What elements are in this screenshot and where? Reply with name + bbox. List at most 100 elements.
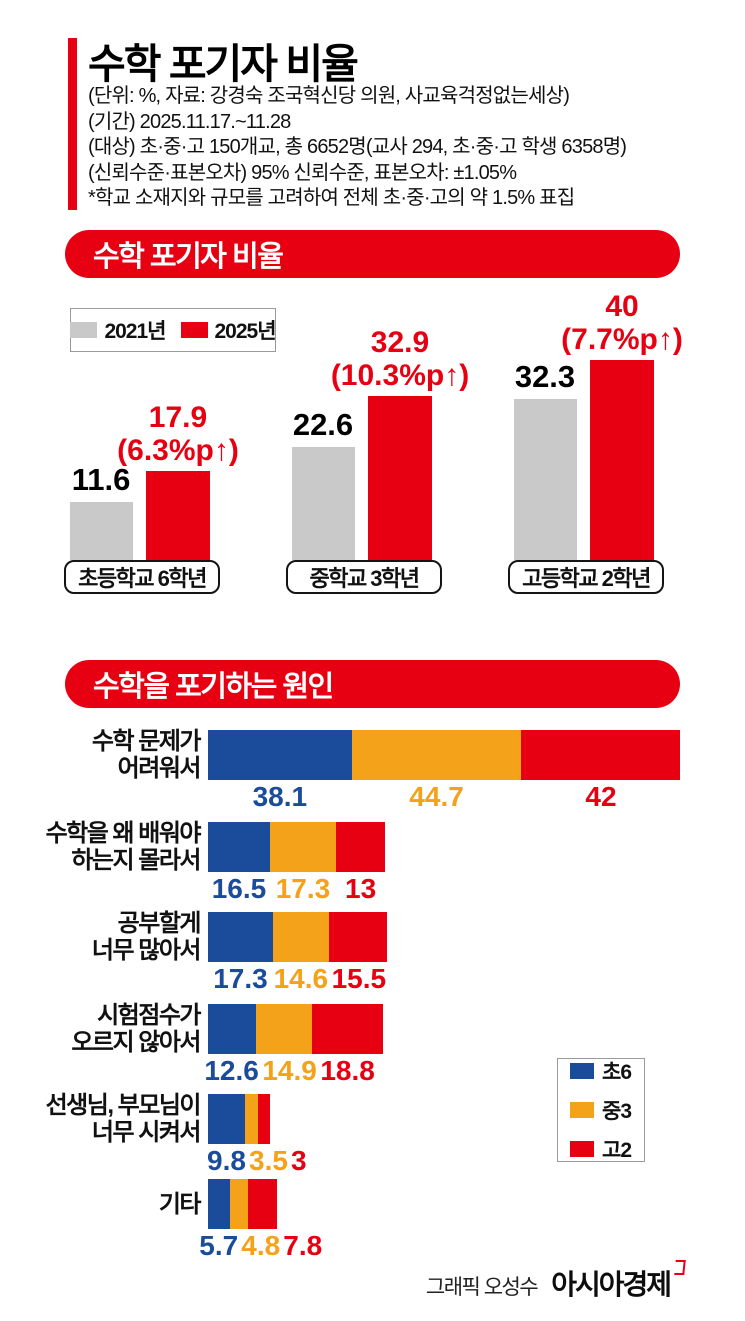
- bar-segment-go2: [247, 1179, 278, 1229]
- legend-item-2021: 2021년: [70, 315, 167, 345]
- segment-value-cho6: 17.3: [213, 963, 268, 994]
- legend-label-cho6: 초6: [602, 1061, 632, 1084]
- meta-line-confidence: (신뢰수준·표본오차) 95% 신뢰수준, 표본오차: ±1.05%: [88, 161, 517, 184]
- segment-value-cho6: 12.6: [204, 1055, 259, 1086]
- legend-swatch-cho6-icon: [570, 1063, 594, 1079]
- cause-label: 수학을 왜 배워야 하는지 몰라서: [45, 820, 202, 874]
- bar-2021: [514, 398, 577, 560]
- stacked-bar: [208, 1004, 384, 1054]
- bar-group-high: 32.3 40 (7.7%p↑) 고등학교 2학년: [508, 280, 683, 594]
- segment-value-go2: 42: [585, 781, 617, 812]
- cause-row-difficult: 수학 문제가 어려워서 38.1 44.7 42: [0, 728, 745, 814]
- legend-item-jung3: 중3: [570, 1095, 644, 1125]
- category-label: 초등학교 6학년: [64, 560, 220, 594]
- bar-value-2021: 32.3: [514, 358, 576, 394]
- stacked-bar: [208, 1179, 278, 1229]
- segment-value-jung3: 3.5: [249, 1145, 288, 1176]
- bar-segment-jung3: [245, 1094, 259, 1144]
- meta-line-subjects: (대상) 초·중·고 150개교, 총 6652명(교사 294, 초·중·고 …: [88, 136, 627, 158]
- bar-value-2025: 32.9 (10.3%p↑): [331, 326, 469, 392]
- legend-label-go2: 고2: [602, 1139, 632, 1162]
- page-title: 수학 포기자 비율: [88, 41, 359, 87]
- cause-label: 공부할게 너무 많아서: [91, 910, 202, 964]
- segment-value-jung3: 44.7: [409, 781, 464, 812]
- bar-segment-go2: [335, 822, 386, 872]
- bar-value-2025: 40 (7.7%p↑): [561, 290, 683, 356]
- bar-segment-cho6: [208, 730, 353, 780]
- bar-segment-cho6: [208, 1094, 246, 1144]
- segment-values: 9.8 3.5 3: [207, 1145, 728, 1177]
- value-2025: 17.9: [148, 400, 208, 434]
- stacked-bar: [208, 822, 386, 872]
- cause-label: 기타: [158, 1190, 202, 1218]
- category-label: 중학교 3학년: [286, 560, 442, 594]
- cause-label: 시험점수가 오르지 않아서: [71, 1002, 201, 1056]
- segment-value-cho6: 38.1: [252, 781, 308, 812]
- bar-segment-jung3: [273, 912, 329, 962]
- cause-row-etc: 기타 5.7 4.8 7.8: [0, 1179, 745, 1263]
- bar-segment-jung3: [229, 1179, 248, 1229]
- source-notes: (단위: %, 자료: 강경숙 조국혁신당 의원, 사교육걱정없는세상) (기간…: [88, 84, 627, 212]
- bar-segment-go2: [312, 1004, 384, 1054]
- cause-row-too-much: 공부할게 너무 많아서 17.3 14.6 15.5: [0, 910, 745, 996]
- cause-row-forced: 선생님, 부모님이 너무 시켜서 9.8 3.5 3: [0, 1092, 745, 1178]
- graphic-credit: 그래픽 오성수: [425, 1276, 539, 1299]
- segment-values: 5.7 4.8 7.8: [199, 1230, 728, 1262]
- segment-value-go2: 18.8: [320, 1055, 375, 1086]
- segment-value-cho6: 16.5: [211, 873, 267, 904]
- bar-group-elementary: 11.6 17.9 (6.3%p↑) 초등학교 6학년: [64, 280, 239, 594]
- bar-value-2021: 22.6: [292, 407, 354, 442]
- cause-row-why-learn: 수학을 왜 배워야 하는지 몰라서 16.5 17.3 13: [0, 820, 745, 906]
- bar-segment-jung3: [352, 730, 522, 780]
- bar-segment-go2: [521, 730, 681, 780]
- segment-values: 17.3 14.6 15.5: [208, 963, 728, 995]
- segment-values: 16.5 17.3 13: [208, 873, 728, 905]
- brand-logo: 아시아경제: [551, 1260, 686, 1303]
- segment-value-go2: 7.8: [283, 1230, 323, 1261]
- category-label: 고등학교 2학년: [508, 560, 664, 594]
- bar-segment-go2: [328, 912, 388, 962]
- bar-segment-cho6: [208, 1004, 256, 1054]
- bar-value-2025: 17.9 (6.3%p↑): [117, 401, 239, 467]
- section2-banner: 수학을 포기하는 원인: [65, 660, 680, 708]
- delta-annotation: (6.3%p↑): [117, 433, 239, 467]
- bar-segment-jung3: [270, 822, 336, 872]
- title-accent-bar: [68, 38, 77, 210]
- legend-item-2025: 2025년: [180, 315, 277, 345]
- segment-values: 38.1 44.7 42: [208, 781, 728, 813]
- segment-value-go2: 15.5: [331, 963, 387, 994]
- bar-segment-cho6: [208, 822, 271, 872]
- brand-name: 아시아경제: [551, 1269, 672, 1300]
- segment-value-jung3: 4.8: [241, 1230, 281, 1261]
- bar-2025: [590, 360, 654, 560]
- footer-credit-area: 그래픽 오성수 아시아경제: [425, 1260, 686, 1303]
- cause-row-scores: 시험점수가 오르지 않아서 12.6 14.9 18.8: [0, 1002, 745, 1088]
- bar-segment-go2: [258, 1094, 270, 1144]
- brand-mark-icon: [674, 1260, 686, 1275]
- meta-line-sampling: *학교 소재지와 규모를 고려하여 전체 초·중·고의 약 1.5% 표집: [88, 187, 575, 209]
- meta-line-unit-source: (단위: %, 자료: 강경숙 조국혁신당 의원, 사교육걱정없는세상): [88, 85, 570, 107]
- segment-value-jung3: 14.9: [262, 1055, 317, 1086]
- segment-values: 12.6 14.9 18.8: [204, 1055, 728, 1087]
- bar-value-2021: 11.6: [71, 462, 131, 497]
- bar-2025: [146, 470, 210, 560]
- bar-segment-cho6: [208, 912, 274, 962]
- legend-label-2025: 2025년: [214, 320, 277, 343]
- delta-annotation: (7.7%p↑): [561, 323, 683, 356]
- legend-item-cho6: 초6: [570, 1056, 644, 1086]
- segment-value-cho6: 5.7: [199, 1230, 239, 1261]
- legend-swatch-2025-icon: [180, 322, 208, 338]
- section1-banner: 수학 포기자 비율: [65, 230, 680, 278]
- legend-label-2021: 2021년: [104, 320, 166, 343]
- stacked-bar: [208, 730, 681, 780]
- meta-line-period: (기간) 2025.11.17.~11.28: [88, 110, 291, 133]
- legend-swatch-jung3-icon: [570, 1102, 594, 1118]
- bar-segment-cho6: [208, 1179, 230, 1229]
- segment-value-jung3: 14.6: [273, 963, 329, 994]
- cause-label: 선생님, 부모님이 너무 시켜서: [45, 1092, 202, 1146]
- bar-2021: [292, 447, 355, 560]
- segment-value-cho6: 9.8: [207, 1145, 246, 1176]
- segment-value-go2: 3: [291, 1145, 307, 1176]
- bar-group-middle: 22.6 32.9 (10.3%p↑) 중학교 3학년: [286, 280, 469, 594]
